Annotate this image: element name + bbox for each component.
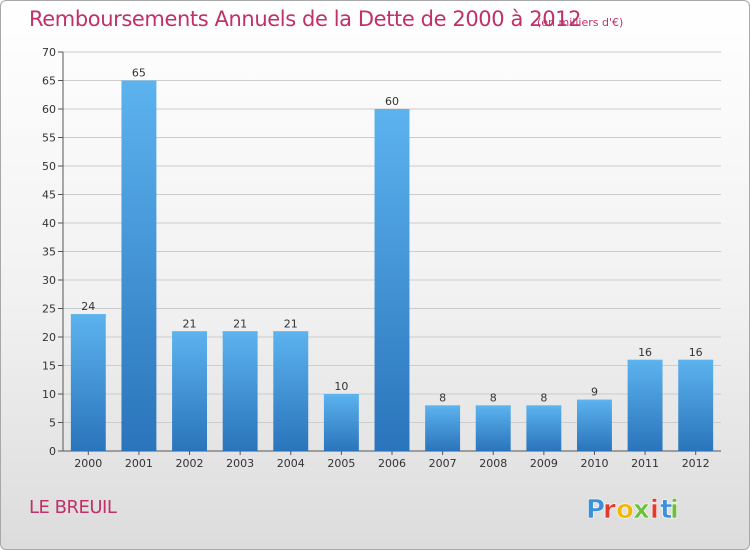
logo-letter: r [603,495,616,525]
x-tick-label: 2005 [327,457,355,470]
x-tick-label: 2010 [580,457,608,470]
bar-2012 [678,359,714,451]
logo-letter: x [633,495,650,525]
value-label: 21 [284,317,298,330]
y-tick-label: 35 [42,246,56,259]
bar-2002 [172,331,208,451]
y-tick-label: 25 [42,303,56,316]
x-tick-label: 2006 [378,457,406,470]
bar-top-edge [374,109,410,111]
x-tick-label: 2012 [682,457,710,470]
bar-2005 [323,394,359,451]
y-tick-label: 30 [42,274,56,287]
value-label: 16 [638,346,652,359]
y-tick-label: 10 [42,388,56,401]
x-tick-label: 2004 [277,457,305,470]
y-tick-label: 40 [42,217,56,230]
bar-2001 [121,80,157,451]
bar-2000 [70,314,106,451]
y-tick-label: 20 [42,331,56,344]
y-tick-label: 5 [49,417,56,430]
bar-2009 [526,405,562,451]
value-label: 65 [132,67,146,80]
value-label: 21 [233,317,247,330]
town-name: LE BREUIL [29,497,117,518]
logo-letter: i [670,495,679,525]
x-tick-label: 2011 [631,457,659,470]
bar-top-edge [576,399,612,402]
labels: 0 5 10 15 20 25 30 35 40 45 50 55 60 65 70 24 2000 65 2001… [42,46,710,470]
chart-subtitle: (en milliers d'€) [537,16,624,29]
y-tick-label: 70 [42,46,56,59]
value-label: 21 [183,317,197,330]
bar-top-edge [526,405,562,408]
bar-2004 [273,331,309,451]
bar-top-edge [425,405,461,408]
proxiti-logo: Pr o x i ti [586,495,680,526]
x-tick-label: 2001 [125,457,153,470]
bar-top-edge [678,359,714,362]
bars [70,80,714,451]
bar-top-edge [273,331,309,334]
x-tick-label: 2007 [429,457,457,470]
logo-letter: i [650,495,659,525]
chart-title: Remboursements Annuels de la Dette de 20… [29,7,582,31]
bar-top-edge [222,331,258,334]
value-label: 9 [591,386,598,399]
bar-2011 [627,359,663,451]
value-label: 60 [385,95,399,108]
y-tick-label: 50 [42,160,56,173]
x-tick-label: 2003 [226,457,254,470]
y-tick-label: 45 [42,189,56,202]
bar-2007 [425,405,461,451]
bar-top-edge [475,405,511,408]
value-label: 8 [490,391,497,404]
logo-letter: t [660,495,672,525]
bar-2003 [222,331,258,451]
value-label: 8 [439,391,446,404]
value-label: 24 [81,300,95,313]
bar-top-edge [70,314,106,317]
x-tick-label: 2000 [74,457,102,470]
bar-top-edge [627,359,663,362]
logo-letter: P [586,495,605,525]
y-tick-label: 0 [49,445,56,458]
bar-top-edge [121,80,157,83]
y-tick-label: 60 [42,103,56,116]
bar-2010 [576,399,612,451]
value-label: 16 [689,346,703,359]
x-tick-label: 2008 [479,457,507,470]
y-tick-label: 15 [42,360,56,373]
x-tick-label: 2002 [176,457,204,470]
bar-2006 [374,109,410,451]
value-label: 8 [540,391,547,404]
y-tick-label: 65 [42,75,56,88]
x-tick-label: 2009 [530,457,558,470]
y-tick-label: 55 [42,132,56,145]
bar-2008 [475,405,511,451]
value-label: 10 [334,380,348,393]
logo-letter: o [616,495,634,525]
bar-top-edge [323,394,359,396]
bar-top-edge [172,331,208,334]
